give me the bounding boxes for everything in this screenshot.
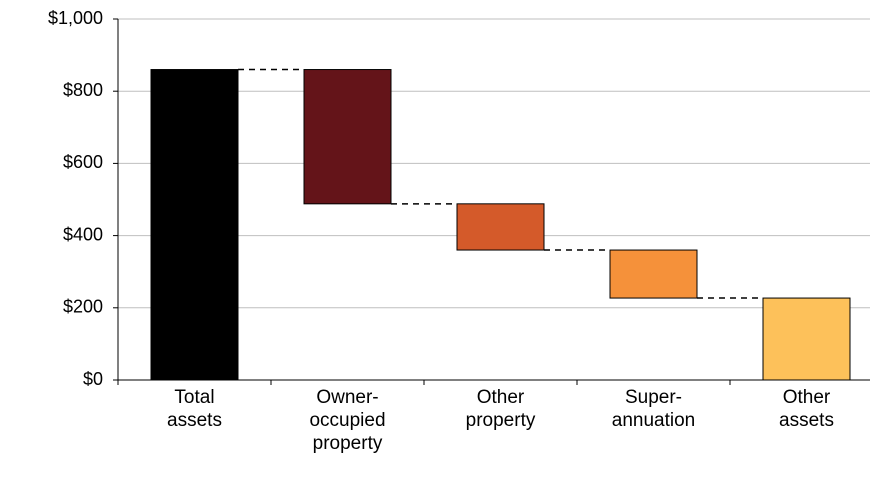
- x-tick-label: Total assets: [167, 387, 222, 431]
- x-tick-label: Owner- occupied property: [309, 387, 386, 454]
- bar: [762, 297, 851, 381]
- y-tick-label: $200: [63, 297, 103, 317]
- x-tick-label: Other property: [465, 387, 536, 431]
- x-tick-label: Other assets: [779, 387, 834, 431]
- bar: [456, 203, 545, 251]
- bar: [303, 69, 392, 205]
- y-tick-label: $1,000: [48, 8, 103, 28]
- bar: [609, 249, 698, 299]
- y-tick-label: $0: [83, 369, 103, 389]
- y-tick-label: $600: [63, 152, 103, 172]
- y-tick-label: $800: [63, 80, 103, 100]
- bar: [150, 69, 239, 381]
- x-tick-label: Super- annuation: [611, 387, 696, 431]
- y-tick-label: $400: [63, 224, 103, 244]
